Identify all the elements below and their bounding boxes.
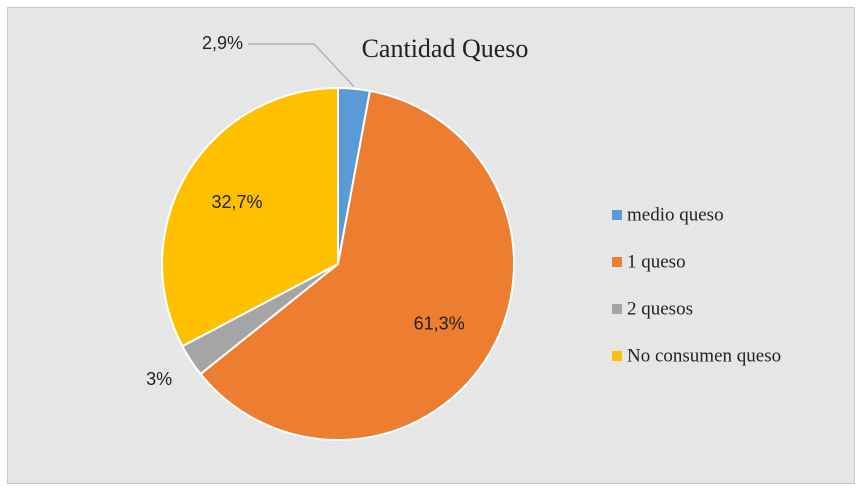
legend-swatch: [612, 210, 622, 220]
legend-label: medio queso: [627, 204, 724, 225]
legend-label: 1 queso: [627, 251, 686, 272]
data-label: 32,7%: [211, 192, 262, 212]
legend-label: No consumen queso: [627, 345, 781, 366]
data-label: 3%: [146, 369, 172, 389]
legend-swatch: [612, 351, 622, 361]
pie-slice: [199, 89, 515, 441]
pie-slice: [161, 86, 339, 348]
data-label: 2,9%: [202, 33, 243, 53]
data-label: 61,3%: [414, 313, 465, 333]
legend-swatch: [612, 257, 622, 267]
leader-line: [248, 43, 355, 88]
legend-swatch: [612, 304, 622, 314]
chart-title: Cantidad Queso: [362, 34, 529, 63]
legend-label: 2 quesos: [627, 298, 693, 319]
